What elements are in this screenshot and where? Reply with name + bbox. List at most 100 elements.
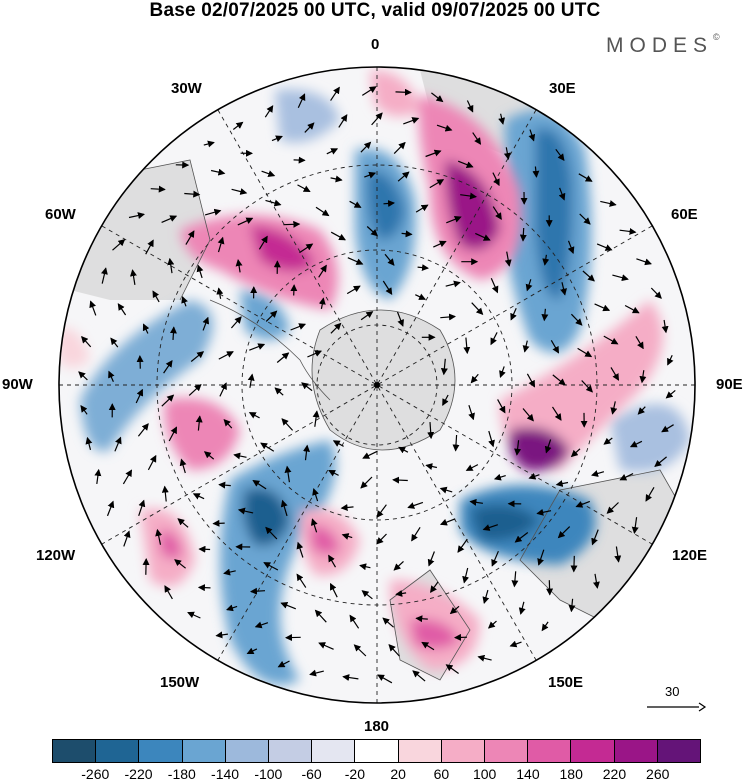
wind-arrow — [223, 568, 236, 576]
antarctica-coast — [311, 309, 456, 451]
wind-arrow — [142, 323, 150, 334]
colorbar-segment — [656, 740, 701, 762]
wind-arrow — [169, 326, 177, 340]
colorbar-segment — [484, 740, 528, 762]
wind-arrow — [167, 257, 175, 274]
wind-arrow — [330, 322, 342, 334]
colorbar-tick-label: 260 — [646, 766, 670, 782]
wind-arrow — [364, 171, 377, 179]
wind-arrow — [635, 335, 644, 350]
wind-arrow — [522, 408, 534, 422]
lon-label-120w: 120W — [36, 547, 76, 564]
wind-arrow — [188, 384, 202, 396]
wind-arrow — [281, 418, 294, 431]
lon-label-90w: 90W — [2, 376, 33, 393]
colorbar-tick-label: 100 — [472, 766, 497, 782]
wind-arrow — [203, 451, 215, 460]
wind-arrow — [145, 239, 154, 255]
wind-arrow — [570, 313, 583, 326]
wind-arrow — [237, 217, 254, 226]
wind-arrow — [283, 220, 301, 228]
wind-arrow — [198, 545, 211, 553]
wind-arrow — [525, 279, 533, 292]
negative-anomalies — [80, 89, 690, 685]
neg-blob-90w — [80, 300, 213, 452]
wind-arrow — [445, 280, 461, 288]
wind-arrow — [490, 332, 498, 346]
wind-arrow — [619, 473, 634, 481]
colorbar-segment — [53, 740, 96, 762]
wind-arrow — [307, 350, 323, 358]
wind-arrow — [498, 113, 506, 125]
wind-arrow — [135, 388, 144, 404]
wind-arrow — [499, 366, 506, 378]
colorbar-segment — [224, 740, 269, 762]
wind-arrow — [304, 122, 315, 133]
wind-arrow — [366, 226, 379, 237]
wind-arrow — [218, 481, 231, 489]
wind-arrow — [360, 476, 373, 489]
wind-arrow — [551, 406, 562, 421]
wind-arrow — [226, 604, 238, 612]
wind-arrow — [591, 470, 605, 477]
wind-arrow — [123, 530, 131, 547]
wind-arrow — [581, 380, 593, 393]
lon-label-60w: 60W — [45, 206, 76, 223]
wind-arrow — [215, 631, 228, 639]
wind-arrow — [457, 538, 468, 553]
colorbar-tick-label: -140 — [211, 766, 240, 782]
wind-arrow — [610, 367, 620, 381]
lon-label-30e: 30E — [549, 80, 576, 97]
neg-core-120e — [470, 504, 540, 541]
wind-arrow — [218, 351, 234, 360]
wind-arrow — [340, 504, 354, 511]
wind-arrow — [260, 442, 275, 452]
wind-arrow — [296, 573, 307, 588]
wind-arrow — [522, 340, 530, 353]
wind-arrow — [233, 452, 247, 460]
wind-arrow — [360, 141, 372, 153]
wind-arrow — [452, 434, 460, 452]
wind-arrow — [235, 259, 243, 273]
wind-arrow — [223, 418, 233, 429]
colorbar-tick-label: 180 — [559, 766, 583, 782]
new-zealand-coast — [389, 569, 471, 681]
wind-arrow — [301, 382, 313, 392]
wind-arrow — [168, 426, 178, 442]
wind-arrow — [637, 406, 646, 415]
wind-arrow — [493, 473, 506, 481]
south-pole-marker — [374, 382, 380, 388]
wind-arrow — [469, 498, 483, 506]
wind-arrow — [427, 551, 435, 567]
wind-arrow — [261, 170, 276, 177]
wind-arrow — [415, 293, 427, 300]
wind-arrow — [415, 615, 428, 623]
lon-label-60e: 60E — [671, 206, 698, 223]
wind-arrow — [326, 148, 339, 155]
colorbar-ticks: -260 -220 -180 -140 -100 -60 -20 20 60 100 140 180 2… — [0, 766, 750, 783]
wind-arrow — [297, 184, 311, 193]
reference-vector-arrow — [647, 702, 707, 712]
wind-arrow — [636, 258, 652, 266]
wind-arrow — [526, 373, 536, 388]
wind-arrow — [568, 598, 576, 613]
wind-arrow — [544, 439, 552, 454]
wind-arrow — [510, 307, 517, 321]
wind-arrow — [349, 200, 362, 208]
wind-arrow — [265, 199, 282, 207]
wind-arrow — [108, 370, 115, 382]
wind-arrow — [150, 185, 166, 193]
map-title: Base 02/07/2025 00 UTC, valid 09/07/2025… — [149, 0, 601, 21]
wind-arrow — [407, 501, 424, 509]
wind-arrow — [284, 465, 292, 483]
wind-arrow — [254, 621, 269, 629]
wind-arrow — [338, 114, 348, 128]
wind-arrow — [360, 311, 374, 321]
colorbar-segment — [268, 740, 312, 762]
colorbar-tick-label: -20 — [344, 766, 365, 782]
wind-arrow — [277, 660, 290, 668]
wind-arrow — [312, 410, 320, 427]
lon-label-0: 0 — [371, 36, 380, 53]
wind-arrow — [296, 541, 304, 558]
wind-arrow — [330, 231, 346, 241]
